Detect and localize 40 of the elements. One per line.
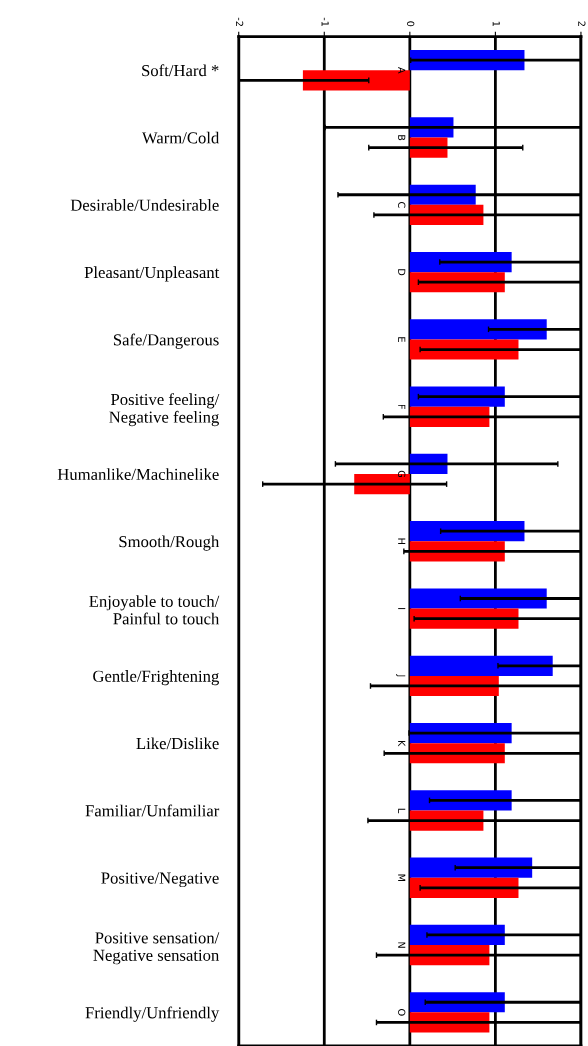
bar	[409, 588, 547, 609]
y-tick-label: Smooth/Rough	[119, 535, 220, 551]
annotation: E	[398, 337, 406, 342]
annotation: A	[398, 67, 406, 74]
annotation: B	[398, 135, 406, 141]
y-tick-label: Enjoyable to touch/ Painful to touch	[89, 595, 220, 625]
y-tick-label: Humanlike/Machinelike	[57, 468, 219, 480]
bar	[409, 857, 533, 878]
y-tick-label: Safe/Dangerous	[113, 333, 219, 349]
annotation: C	[398, 201, 406, 208]
annotation: H	[398, 538, 406, 545]
y-tick-label: Soft/Hard *	[142, 64, 219, 77]
x-tick-label: 1	[492, 21, 500, 26]
y-tick-label: Positive/Negative	[101, 872, 219, 888]
annotation: M	[398, 874, 406, 882]
bar	[409, 655, 553, 676]
annotation: O	[398, 1009, 406, 1016]
annotation: G	[398, 470, 406, 477]
y-tick-label: Gentle/Frightening	[93, 670, 219, 686]
y-tick-label: Pleasant/Unpleasant	[84, 266, 220, 282]
x-tick-label: -1	[321, 17, 329, 26]
y-tick-label: Positive feeling/ Negative feeling	[109, 393, 220, 427]
y-tick-label: Familiar/Unfamiliar	[85, 804, 220, 817]
annotation: J	[396, 673, 406, 677]
x-tick-label: 2	[578, 21, 586, 26]
y-tick-label: Friendly/Unfriendly	[85, 1006, 220, 1022]
x-tick-label: 0	[407, 21, 415, 27]
bar	[409, 251, 512, 273]
annotation: I	[398, 608, 406, 610]
annotation: K	[398, 740, 406, 747]
annotation: L	[398, 808, 406, 814]
x-tick-label: -2	[236, 17, 244, 26]
annotation: N	[398, 942, 406, 948]
y-tick-label: Positive sensation/ Negative sensation	[93, 932, 220, 965]
y-tick-label: Like/Dislike	[136, 737, 219, 750]
annotation: F	[398, 404, 406, 409]
y-tick-label: Warm/Cold	[141, 131, 220, 144]
annotation: D	[398, 269, 406, 276]
bar	[409, 319, 547, 340]
y-tick-label: Desirable/Undesirable	[70, 199, 219, 211]
